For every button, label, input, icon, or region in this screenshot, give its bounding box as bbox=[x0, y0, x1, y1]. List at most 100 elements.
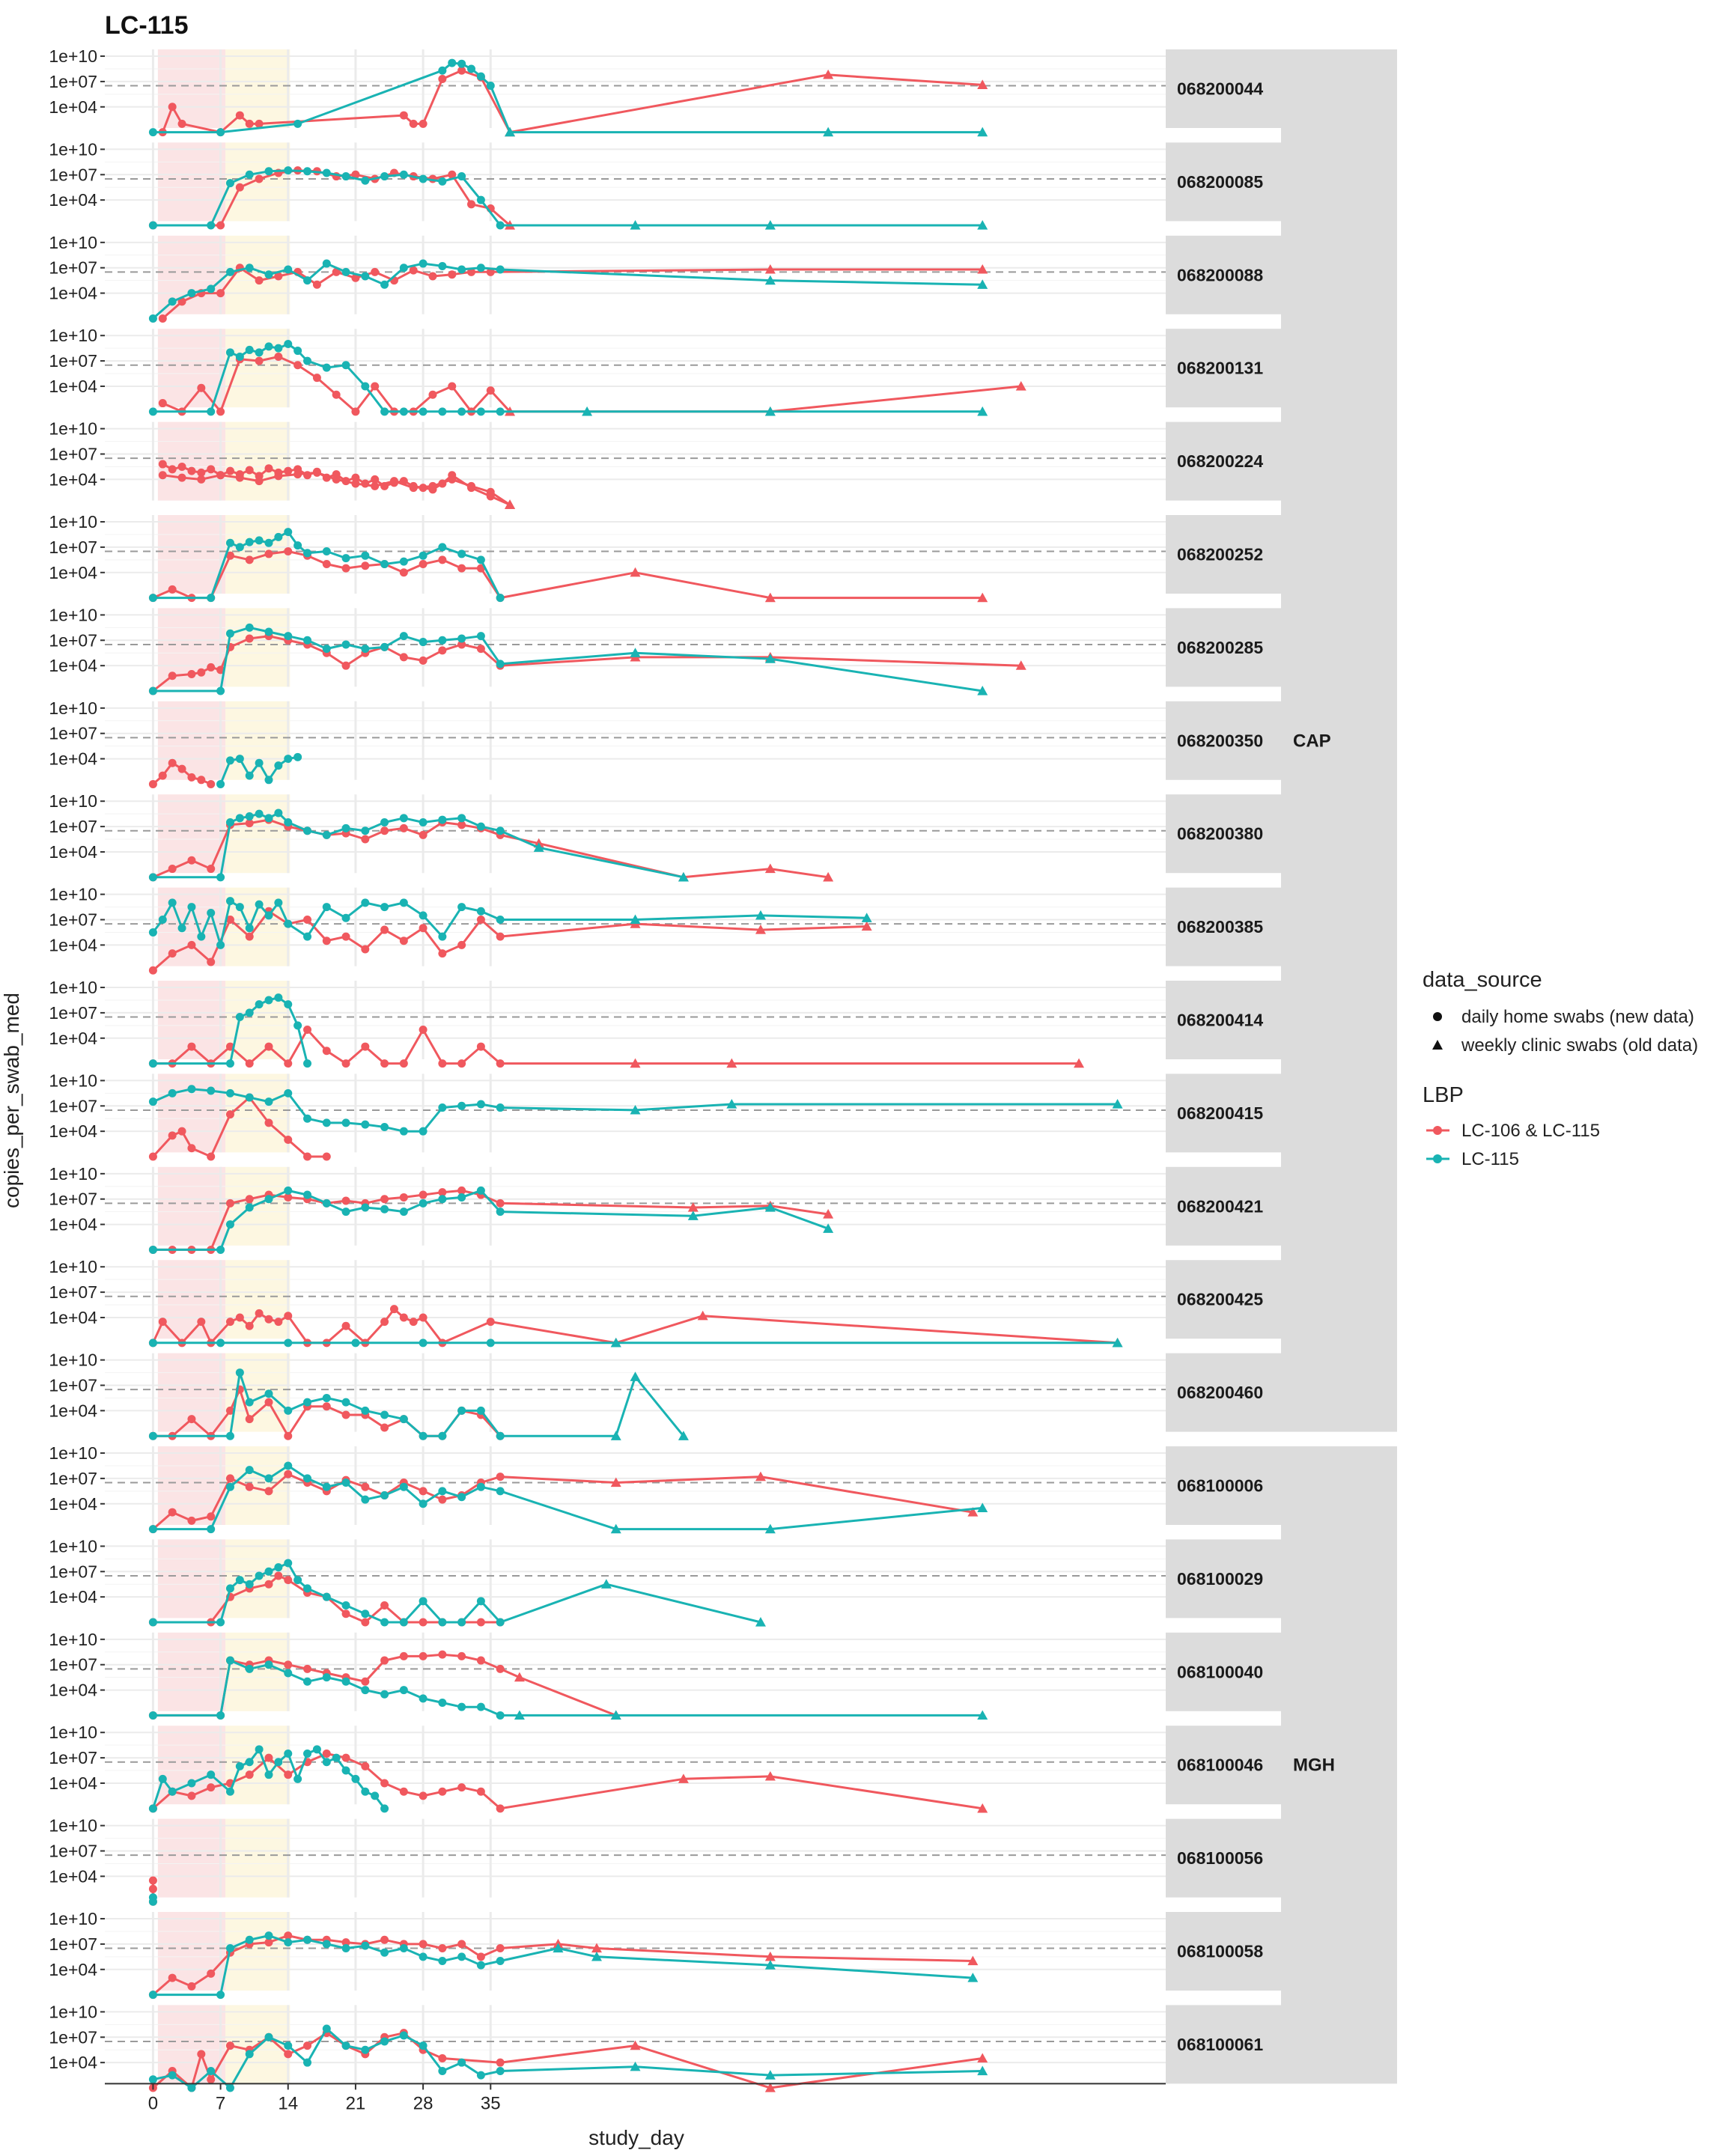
data-point bbox=[428, 481, 437, 490]
shaded-band bbox=[225, 608, 290, 687]
data-point bbox=[438, 1431, 447, 1440]
data-point bbox=[341, 1944, 350, 1953]
data-point bbox=[496, 916, 505, 925]
data-point bbox=[322, 1393, 331, 1402]
data-point bbox=[457, 2058, 466, 2067]
data-point bbox=[158, 771, 167, 780]
data-point bbox=[168, 758, 177, 767]
series-line bbox=[153, 1189, 829, 1251]
data-point bbox=[148, 1884, 157, 1893]
data-point bbox=[245, 1482, 254, 1491]
data-point bbox=[341, 932, 350, 941]
data-point bbox=[380, 1601, 389, 1610]
data-point bbox=[419, 1791, 428, 1800]
data-point bbox=[419, 1940, 428, 1949]
data-point-triangle bbox=[553, 1943, 564, 1953]
data-point bbox=[438, 261, 447, 270]
data-point bbox=[399, 557, 408, 566]
data-point bbox=[380, 642, 389, 651]
y-tick-label: 1e+10 bbox=[49, 791, 97, 811]
data-point bbox=[496, 407, 505, 416]
data-point-triangle bbox=[823, 127, 834, 137]
facet-panel: 1e+10 1e+07 1e+04 068200421 bbox=[49, 1164, 1281, 1254]
data-point bbox=[303, 1190, 312, 1199]
data-point-triangle bbox=[764, 1960, 776, 1970]
data-point bbox=[255, 356, 264, 365]
data-point-triangle bbox=[764, 264, 776, 274]
y-tick-label: 1e+10 bbox=[49, 139, 97, 159]
data-point bbox=[274, 1571, 283, 1580]
shaded-band bbox=[225, 1912, 290, 1991]
data-point bbox=[293, 752, 302, 761]
shaded-band bbox=[225, 421, 290, 501]
data-point bbox=[245, 538, 254, 546]
data-point bbox=[312, 1745, 321, 1754]
y-tick-label: 1e+07 bbox=[49, 724, 97, 743]
data-point bbox=[438, 2066, 447, 2075]
chart-title: LC-115 bbox=[105, 11, 189, 40]
y-tick-label: 1e+07 bbox=[49, 165, 97, 184]
data-point bbox=[457, 1193, 466, 1202]
data-point bbox=[225, 916, 234, 925]
facet-strip-label: 068200425 bbox=[1177, 1290, 1263, 1309]
data-point-triangle bbox=[764, 2070, 776, 2080]
data-point bbox=[380, 826, 389, 835]
data-point-triangle bbox=[1112, 1337, 1123, 1348]
y-tick-label: 1e+04 bbox=[49, 1215, 97, 1234]
data-point-triangle bbox=[514, 1710, 525, 1720]
data-point-triangle bbox=[967, 1955, 979, 1966]
data-point bbox=[245, 1008, 254, 1017]
data-point-triangle bbox=[977, 1710, 988, 1720]
data-point bbox=[409, 119, 418, 128]
series-line bbox=[151, 1748, 386, 1809]
series-line bbox=[153, 811, 684, 879]
facet-strip bbox=[1166, 1726, 1281, 1805]
facet-strip bbox=[1166, 608, 1281, 687]
data-point bbox=[264, 1398, 273, 1407]
data-point bbox=[341, 1321, 350, 1330]
y-tick-label: 1e+07 bbox=[49, 1376, 97, 1395]
data-point bbox=[216, 471, 225, 480]
data-point bbox=[264, 776, 273, 785]
data-point bbox=[476, 1702, 485, 1711]
facet-strip bbox=[1166, 887, 1281, 966]
data-point bbox=[284, 1660, 293, 1669]
data-point bbox=[255, 758, 264, 767]
data-point bbox=[371, 1791, 380, 1800]
y-tick-label: 1e+10 bbox=[49, 233, 97, 252]
data-point bbox=[361, 1482, 370, 1491]
y-axis-title: copies_per_swab_med bbox=[0, 993, 23, 1208]
data-point bbox=[177, 924, 186, 933]
data-point bbox=[457, 564, 466, 573]
data-point-triangle bbox=[764, 220, 776, 230]
data-point bbox=[207, 2075, 216, 2084]
data-point bbox=[245, 2050, 254, 2059]
shaded-band bbox=[225, 1260, 290, 1339]
data-point bbox=[274, 532, 283, 541]
site-label: MGH bbox=[1293, 1755, 1335, 1776]
data-point bbox=[207, 663, 216, 672]
data-point bbox=[399, 111, 408, 120]
data-point bbox=[476, 645, 485, 654]
data-point bbox=[293, 361, 302, 370]
data-point bbox=[303, 1935, 312, 1944]
y-tick-label: 1e+10 bbox=[49, 1350, 97, 1370]
y-tick-label: 1e+07 bbox=[49, 1190, 97, 1209]
facet-panel: 1e+10 1e+07 1e+04 068200414 bbox=[49, 978, 1281, 1068]
data-point bbox=[361, 898, 370, 907]
data-point bbox=[284, 2050, 293, 2059]
data-point bbox=[245, 1580, 254, 1589]
data-point-triangle bbox=[977, 406, 988, 416]
data-point bbox=[255, 1745, 264, 1754]
facet-panel: 1e+10 1e+07 1e+04 068100056 bbox=[49, 1816, 1281, 1906]
data-point bbox=[207, 908, 216, 917]
data-point bbox=[399, 653, 408, 662]
data-point bbox=[322, 830, 331, 839]
y-tick-label: 1e+10 bbox=[49, 885, 97, 904]
data-point bbox=[438, 1188, 447, 1197]
data-point bbox=[148, 779, 157, 788]
data-point bbox=[399, 264, 408, 272]
data-point bbox=[496, 1431, 505, 1440]
data-point bbox=[476, 632, 485, 641]
data-point bbox=[303, 356, 312, 365]
